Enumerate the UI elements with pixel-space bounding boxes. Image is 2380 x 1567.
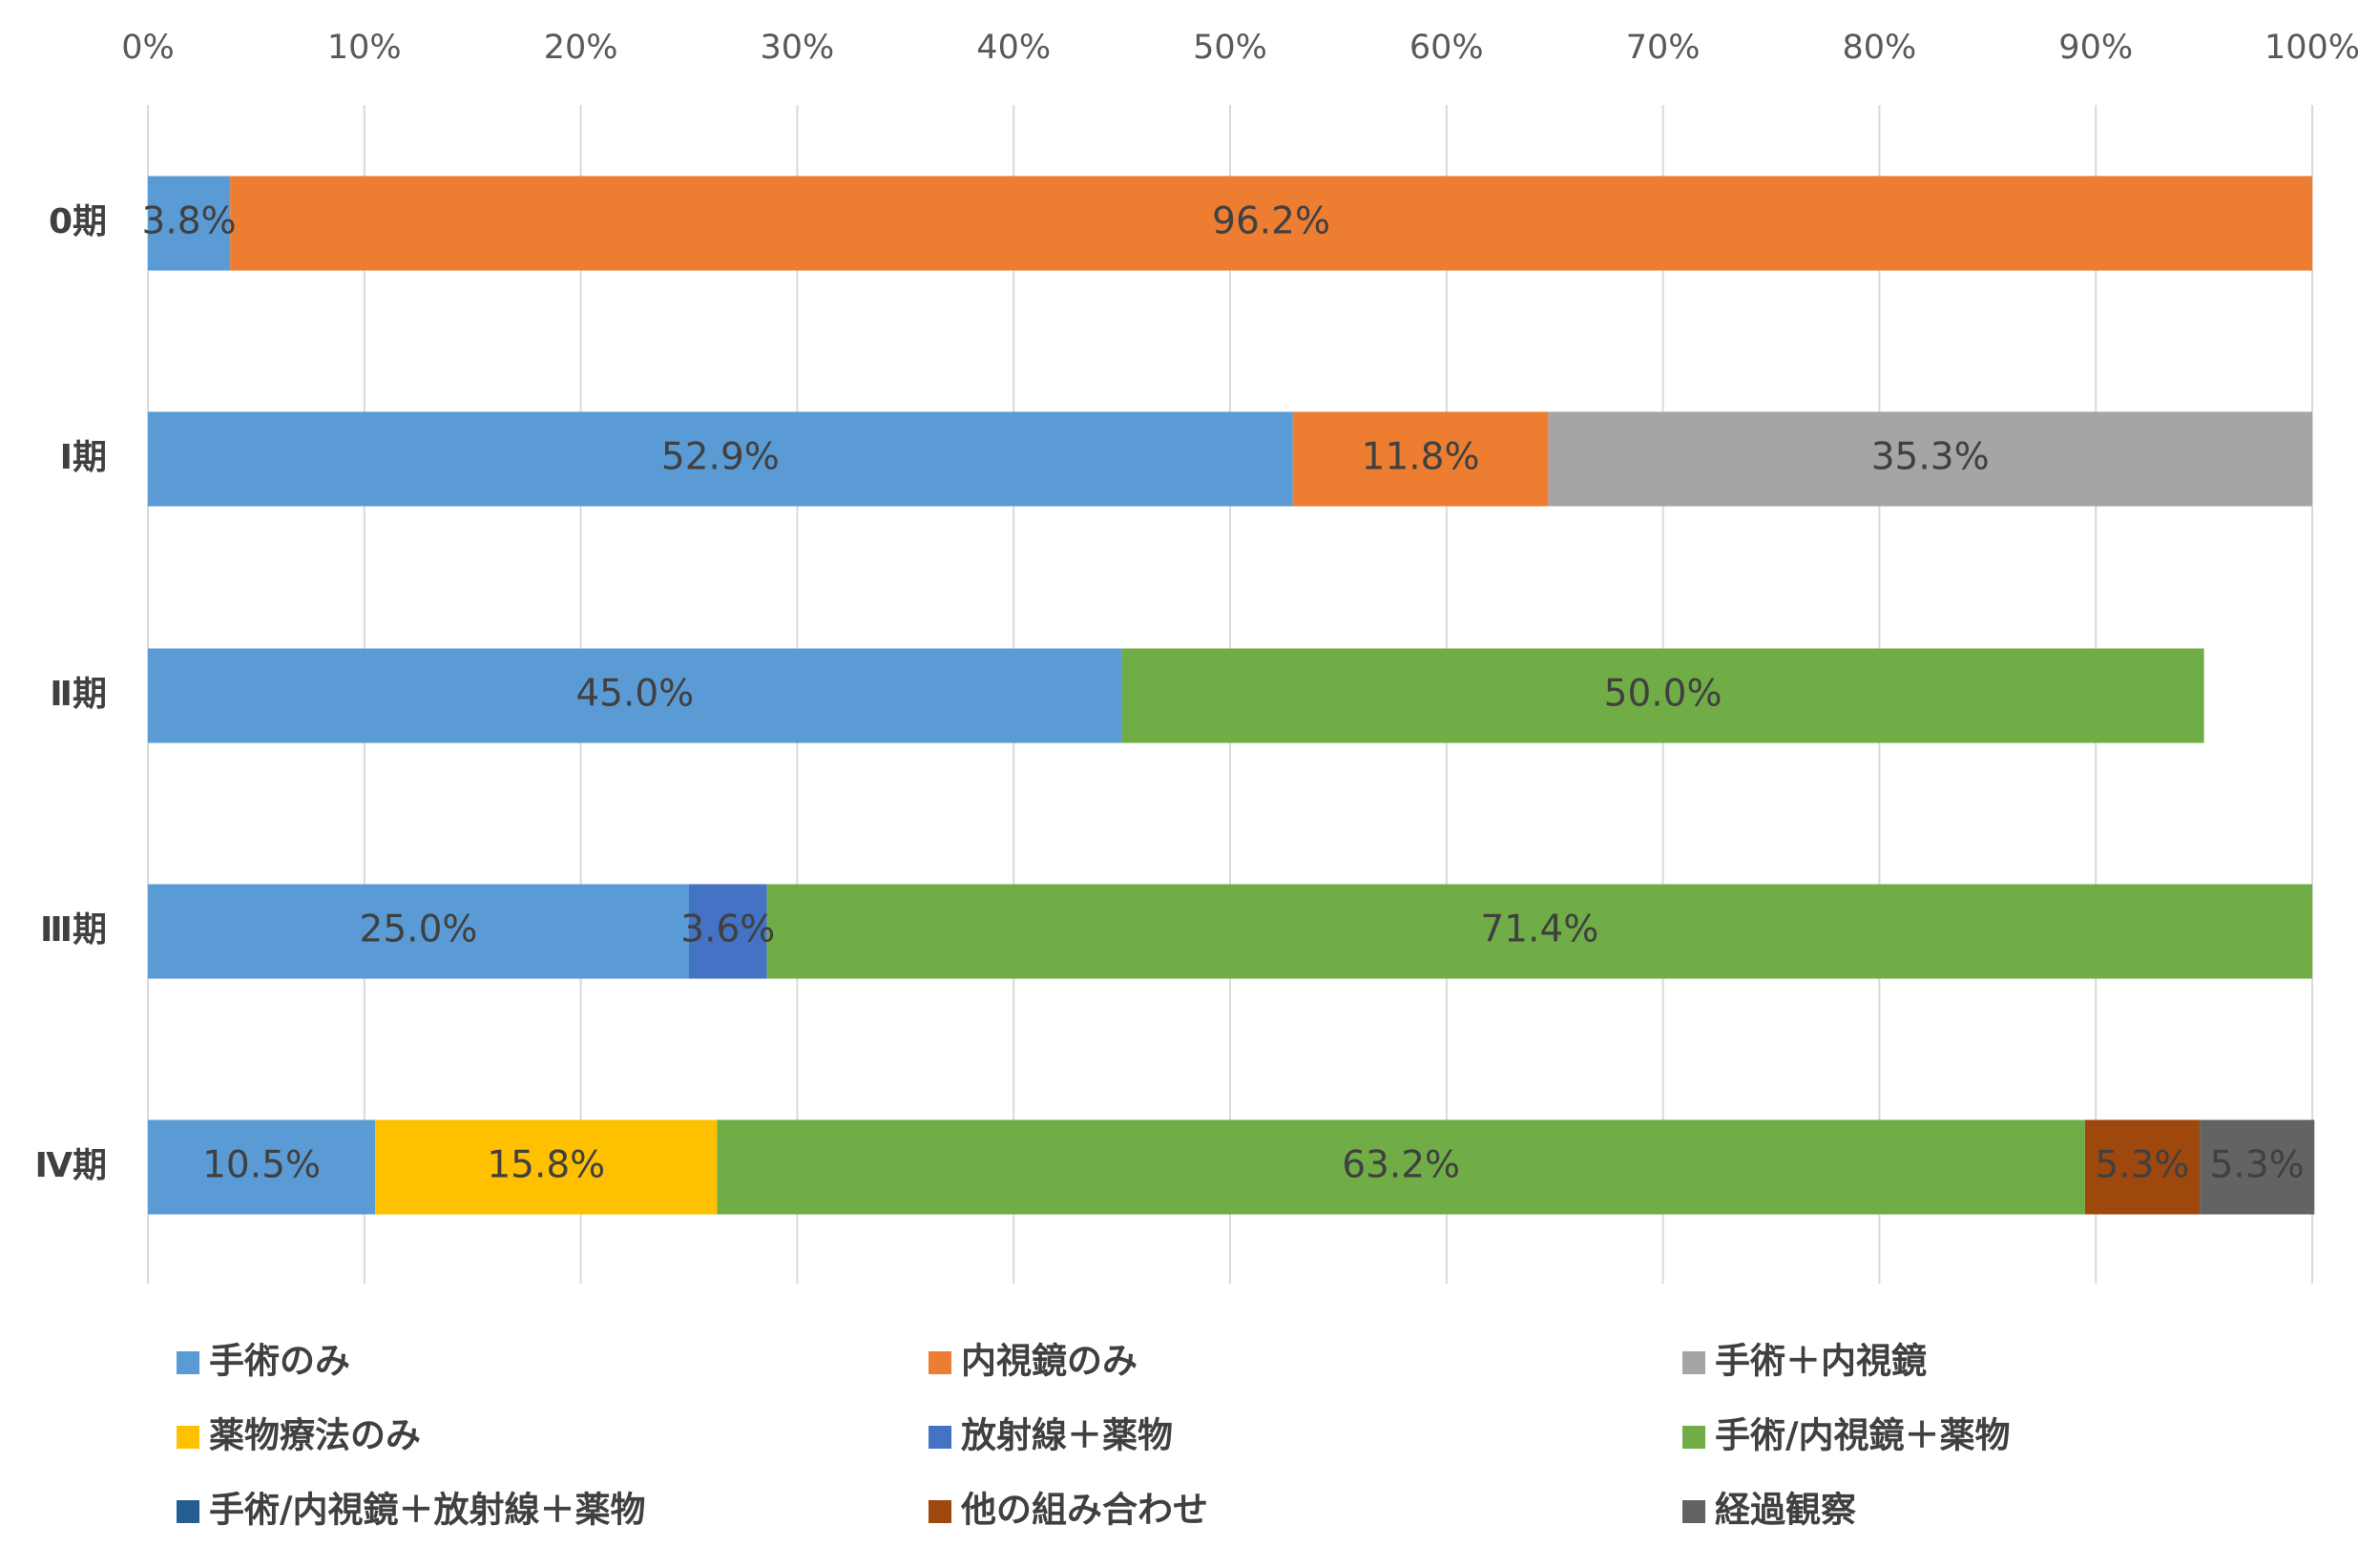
x-axis-tick-labels: 0% 10% 20% 30% 40% 50% 60% 70% 80% 90% 100% [121,29,2360,67]
legend-label: 手術/内視鏡＋放射線＋薬物 [209,1490,646,1531]
x-tick-label: 80% [1843,29,1917,67]
data-label: 10.5% [202,1144,321,1187]
category-labels: 0期 Ⅰ期 Ⅱ期 Ⅲ期 Ⅳ期 [34,202,107,1185]
data-label: 35.3% [1871,436,1990,479]
data-label: 25.0% [360,909,478,951]
data-label: 3.8% [142,200,237,243]
x-tick-label: 70% [1626,29,1701,67]
data-label: 50.0% [1604,673,1722,716]
legend-swatch [1682,1500,1705,1523]
bar-segment [148,411,1293,507]
data-label: 96.2% [1212,200,1330,243]
x-tick-label: 10% [327,29,402,67]
bar-segment [2084,1119,2201,1215]
bar-segment [1548,411,2312,507]
bar-segment [148,648,1122,743]
category-label: Ⅲ期 [40,910,107,950]
data-label: 45.0% [575,673,694,716]
bar-segment [148,884,689,979]
data-label: 63.2% [1342,1144,1460,1187]
x-tick-label: 20% [544,29,618,67]
legend-label: 薬物療法のみ [209,1415,421,1456]
bar-segment [148,1119,376,1215]
bar-segment [230,176,2312,271]
legend-swatch [1682,1351,1705,1374]
bar-segment [2200,1119,2315,1215]
bar-segments [148,176,2315,1215]
x-tick-label: 0% [121,29,175,67]
x-tick-label: 30% [761,29,835,67]
data-label: 5.3% [2095,1144,2189,1187]
legend-label: 内視鏡のみ [961,1341,1138,1382]
legend-swatch [177,1426,199,1449]
x-tick-label: 40% [976,29,1051,67]
bar-segment [717,1119,2085,1215]
category-label: Ⅳ期 [34,1146,107,1185]
legend-label: 手術のみ [209,1341,350,1382]
data-label: 52.9% [661,436,780,479]
legend-swatch [929,1500,951,1523]
category-label: Ⅱ期 [50,675,107,714]
legend-swatch [177,1500,199,1523]
bar-segment [375,1119,718,1215]
data-label: 11.8% [1362,436,1480,479]
data-label: 5.3% [2210,1144,2305,1187]
data-labels: 3.8% 96.2% 52.9% 11.8% 35.3% 45.0% 50.0% 25.0% 3… [142,200,2305,1187]
bar-segment [148,176,231,271]
legend-swatch [177,1351,199,1374]
legend-label: 手術＋内視鏡 [1715,1341,1927,1382]
x-tick-label: 90% [2058,29,2133,67]
legend-swatch [1682,1426,1705,1449]
legend-label: 手術/内視鏡＋薬物 [1715,1415,2011,1456]
category-label: Ⅰ期 [60,438,107,477]
legend-label: 放射線＋薬物 [961,1415,1173,1456]
data-label: 15.8% [487,1144,605,1187]
x-tick-label: 100% [2265,29,2360,67]
bar-segment [1292,411,1549,507]
legend-label: 経過観察 [1715,1490,1856,1531]
legend-label: 他の組み合わせ [960,1490,1208,1531]
legend-swatch [929,1351,951,1374]
category-label: 0期 [49,202,107,241]
data-label: 3.6% [680,909,775,951]
data-label: 71.4% [1480,909,1598,951]
legend-swatch [929,1426,951,1449]
bar-segment [689,884,767,979]
bar-segment [1121,648,2204,743]
x-tick-label: 60% [1409,29,1484,67]
bar-segment [766,884,2313,979]
x-tick-label: 50% [1193,29,1267,67]
